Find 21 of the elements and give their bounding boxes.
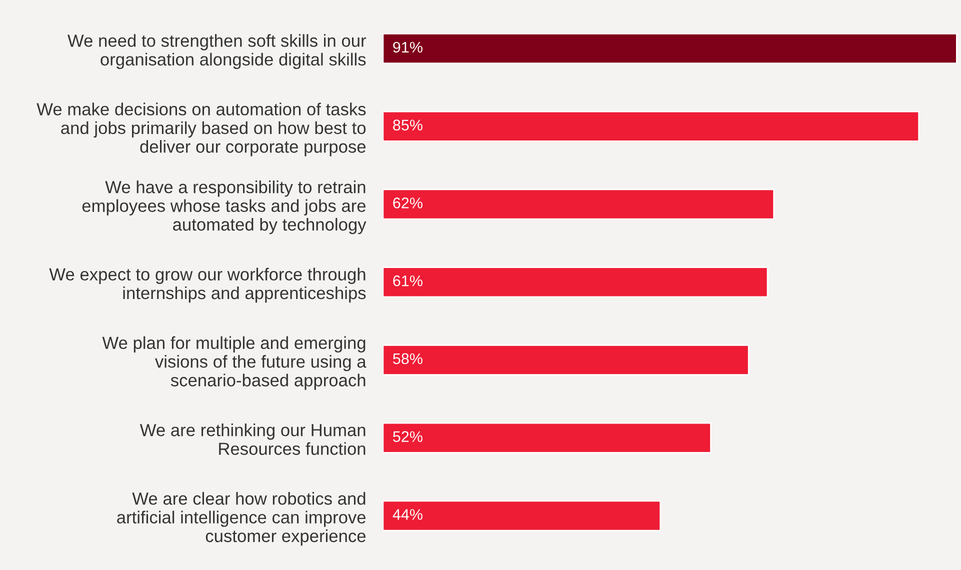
data-label: 85%: [393, 120, 422, 131]
data-label: 58%: [393, 353, 422, 364]
bar: [382, 33, 958, 64]
bar: [382, 110, 920, 142]
y-tick-label: We expect to grow our workforce through internships and apprenticeships: [49, 268, 366, 303]
y-tick-label: We plan for multiple and emerging visions of the future using a scenario-based approach: [102, 336, 366, 390]
y-tick-label: We make decisions on automation of tasks and jobs primarily based on how best to deliver our corporate purpose: [36, 102, 366, 156]
data-label: 91%: [393, 42, 422, 53]
bar: [382, 422, 712, 454]
y-tick-label: We are clear how robotics and artificial intelligence can improve customer experience: [117, 492, 366, 546]
bar: [382, 266, 768, 298]
y-tick-label: We have a responsibility to retrain employees whose tasks and jobs are automated by technology: [82, 180, 366, 234]
bar: [382, 500, 662, 532]
bar: [382, 188, 775, 220]
data-label: 44%: [392, 509, 422, 520]
data-label: 52%: [393, 431, 422, 442]
y-tick-label: We need to strengthen soft skills in our organisation alongside digital skills: [68, 34, 366, 70]
y-tick-label: We are rethinking our Human Resources function: [140, 424, 366, 455]
bar: [382, 344, 750, 376]
data-label: 61%: [393, 275, 422, 286]
data-label: 62%: [393, 198, 422, 208]
